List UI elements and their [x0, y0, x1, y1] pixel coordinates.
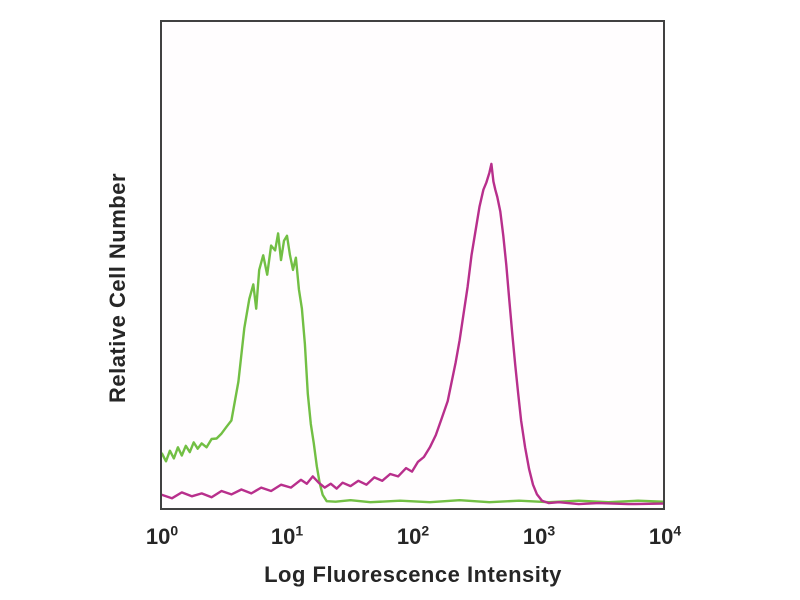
x-tick-exponent: 4 [673, 522, 682, 539]
x-tick-exponent: 1 [295, 522, 304, 539]
x-tick-exponent: 2 [421, 522, 430, 539]
plot-area [160, 20, 665, 510]
x-tick-1e4: 104 [649, 524, 681, 550]
x-tick-base: 10 [145, 524, 171, 549]
x-tick-1e3: 103 [523, 524, 555, 550]
x-tick-base: 10 [648, 524, 674, 549]
x-tick-base: 10 [396, 524, 422, 549]
curves-svg [162, 162, 663, 506]
x-tick-1e0: 100 [146, 524, 178, 550]
x-axis-label: Log Fluorescence Intensity [264, 562, 562, 587]
x-tick-exponent: 3 [547, 522, 556, 539]
green-curve [162, 232, 663, 504]
magenta-curve [162, 162, 663, 506]
x-tick-exponent: 0 [170, 522, 179, 539]
x-tick-1e2: 102 [397, 524, 429, 550]
x-tick-base: 10 [270, 524, 296, 549]
x-tick-base: 10 [522, 524, 548, 549]
x-tick-1e1: 101 [271, 524, 303, 550]
y-axis-label: Relative Cell Number [105, 172, 130, 404]
